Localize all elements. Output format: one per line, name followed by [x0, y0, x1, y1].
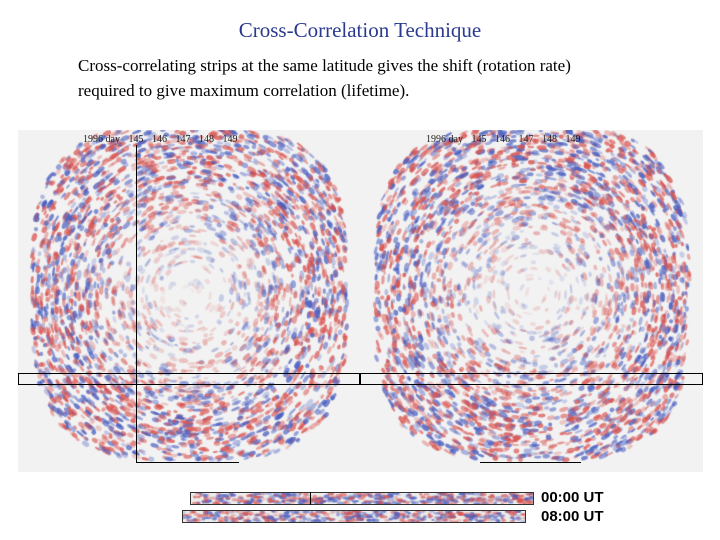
year-label: 1996 day — [426, 134, 463, 145]
meridian-marker-line — [136, 145, 137, 463]
day-label: 148 — [541, 134, 557, 145]
day-tick-bar-left — [136, 462, 239, 466]
day-axis-right: 1996 day 145 146 147 148 149 — [426, 134, 586, 145]
extracted-strip-2 — [182, 510, 526, 523]
velocity-image-left — [18, 130, 361, 472]
strip-time-label-2: 08:00 UT — [541, 508, 604, 525]
extracted-strip-1 — [190, 492, 534, 505]
strip-marker-line — [310, 492, 311, 505]
latitude-strip-outline-left — [18, 373, 360, 385]
strip-time-label-1: 00:00 UT — [541, 489, 604, 506]
day-axis-left: 1996 day 145 146 147 148 149 — [83, 134, 243, 145]
description-line-1: Cross-correlating strips at the same lat… — [78, 56, 571, 75]
day-label: 146 — [151, 134, 167, 145]
day-label: 145 — [471, 134, 487, 145]
day-label: 149 — [222, 134, 238, 145]
day-tick-bar-right — [480, 462, 581, 466]
day-label: 147 — [518, 134, 534, 145]
year-label: 1996 day — [83, 134, 120, 145]
description-line-2: required to give maximum correlation (li… — [78, 81, 410, 100]
day-label: 146 — [494, 134, 510, 145]
description: Cross-correlating strips at the same lat… — [78, 53, 698, 103]
velocity-image-right — [360, 130, 703, 472]
day-label: 149 — [565, 134, 581, 145]
day-label: 145 — [128, 134, 144, 145]
day-label: 147 — [175, 134, 191, 145]
latitude-strip-outline-right — [360, 373, 703, 385]
day-label: 148 — [198, 134, 214, 145]
slide-title: Cross-Correlation Technique — [238, 18, 482, 42]
